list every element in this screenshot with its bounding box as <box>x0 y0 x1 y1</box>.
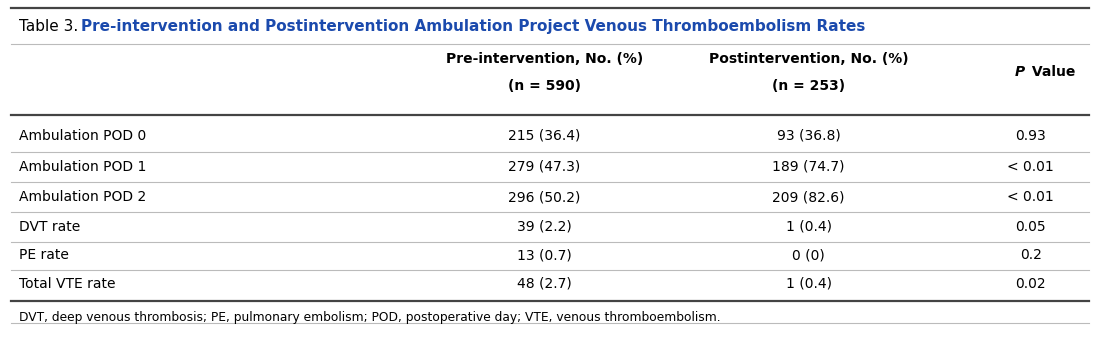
Text: Ambulation POD 0: Ambulation POD 0 <box>19 129 146 143</box>
Text: < 0.01: < 0.01 <box>1008 190 1054 204</box>
Text: PE rate: PE rate <box>19 248 68 262</box>
Text: 48 (2.7): 48 (2.7) <box>517 277 572 291</box>
Text: 215 (36.4): 215 (36.4) <box>508 129 581 143</box>
Text: 0.02: 0.02 <box>1015 277 1046 291</box>
Text: 296 (50.2): 296 (50.2) <box>508 190 581 204</box>
Text: Value: Value <box>1027 65 1076 80</box>
Text: Total VTE rate: Total VTE rate <box>19 277 116 291</box>
Text: 0.05: 0.05 <box>1015 220 1046 234</box>
Text: 93 (36.8): 93 (36.8) <box>777 129 840 143</box>
Text: 1 (0.4): 1 (0.4) <box>785 220 832 234</box>
Text: DVT, deep venous thrombosis; PE, pulmonary embolism; POD, postoperative day; VTE: DVT, deep venous thrombosis; PE, pulmona… <box>19 311 721 324</box>
Text: 1 (0.4): 1 (0.4) <box>785 277 832 291</box>
Text: 13 (0.7): 13 (0.7) <box>517 248 572 262</box>
Text: 0 (0): 0 (0) <box>792 248 825 262</box>
Text: 209 (82.6): 209 (82.6) <box>772 190 845 204</box>
Text: 189 (74.7): 189 (74.7) <box>772 160 845 174</box>
Text: (n = 253): (n = 253) <box>772 79 845 93</box>
Text: Ambulation POD 2: Ambulation POD 2 <box>19 190 146 204</box>
Text: Pre-intervention and Postintervention Ambulation Project Venous Thromboembolism : Pre-intervention and Postintervention Am… <box>81 20 866 34</box>
Text: < 0.01: < 0.01 <box>1008 160 1054 174</box>
Text: Postintervention, No. (%): Postintervention, No. (%) <box>708 52 909 66</box>
Text: 0.2: 0.2 <box>1020 248 1042 262</box>
Text: P: P <box>1015 65 1025 80</box>
Text: Ambulation POD 1: Ambulation POD 1 <box>19 160 146 174</box>
Text: 0.93: 0.93 <box>1015 129 1046 143</box>
Text: DVT rate: DVT rate <box>19 220 80 234</box>
Text: (n = 590): (n = 590) <box>508 79 581 93</box>
Text: 39 (2.2): 39 (2.2) <box>517 220 572 234</box>
Text: Pre-intervention, No. (%): Pre-intervention, No. (%) <box>446 52 644 66</box>
Text: 279 (47.3): 279 (47.3) <box>508 160 581 174</box>
Text: Table 3.: Table 3. <box>19 20 82 34</box>
